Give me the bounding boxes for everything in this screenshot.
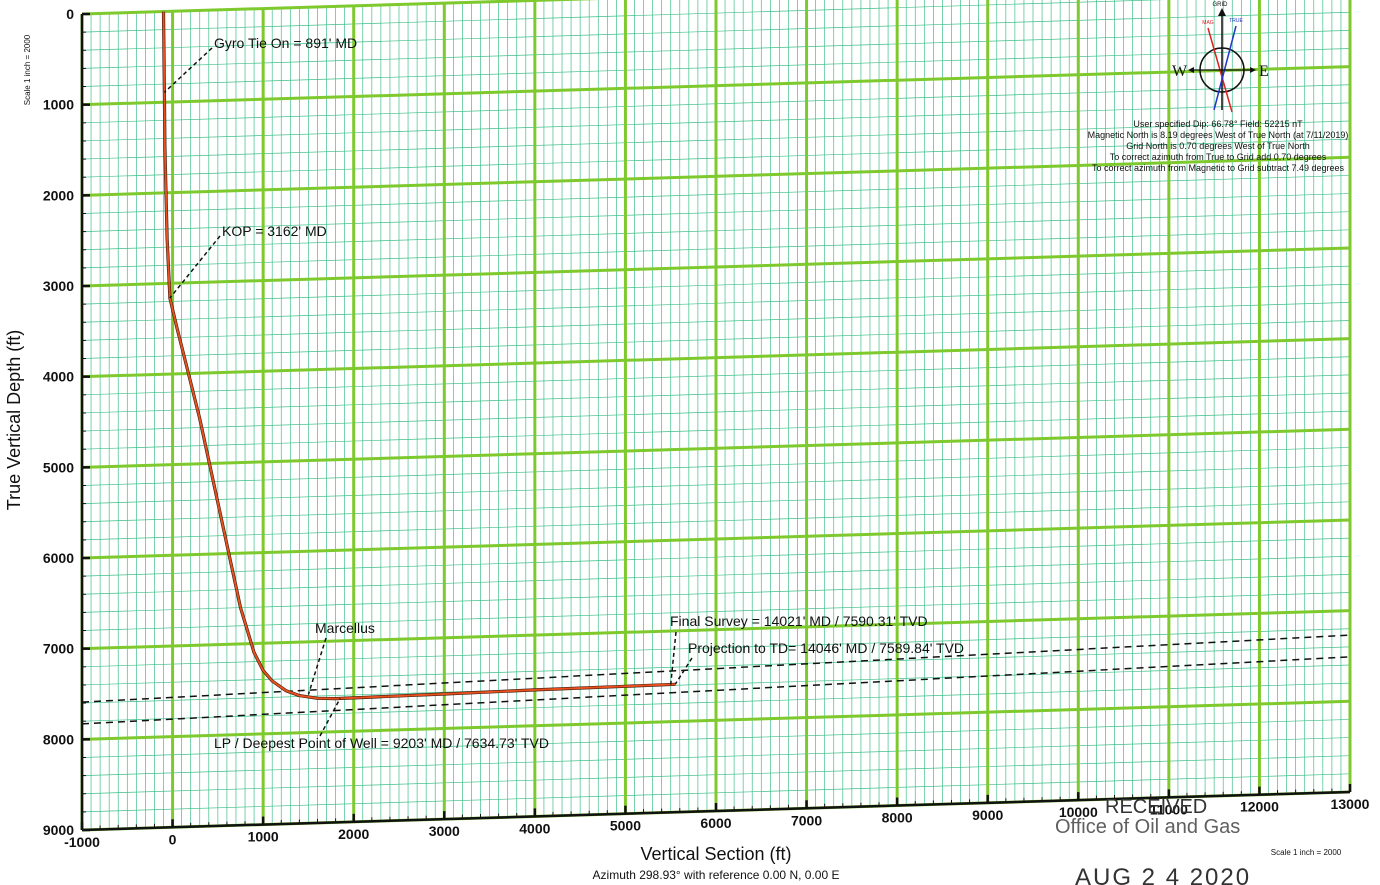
compass-note-4: To correct azimuth from True to Grid add… (1110, 152, 1327, 162)
formation-boundary-line (81, 634, 1351, 703)
stamp-received: RECEIVED (1105, 796, 1207, 818)
major-gridline-y (81, 609, 1351, 651)
x-tick-labels: -1000 0 1000 2000 3000 4000 5000 6000 7000 8000 90… (64, 796, 1370, 850)
y-axis-title: True Vertical Depth (ft) (4, 330, 24, 510)
x-tick-label: 7000 (791, 812, 822, 828)
annotation-landing-point: LP / Deepest Point of Well = 9203' MD / … (214, 735, 549, 751)
annotation-projection-td: Projection to TD= 14046' MD / 7589.84' T… (688, 640, 964, 656)
north-compass: GRID MAG TRUE W E User specified Dip: 66… (1088, 2, 1349, 173)
annotation-marcellus: Marcellus (315, 620, 375, 636)
compass-note-1: User specified Dip: 66.78° Field: 52215 … (1133, 119, 1303, 129)
stamp-office: Office of Oil and Gas (1055, 816, 1240, 838)
annotation-leader-line (169, 235, 221, 299)
chart-subtitle: Azimuth 298.93° with reference 0.00 N, 0… (593, 868, 840, 882)
true-north-needle (1213, 25, 1237, 111)
annotation-leader-line (307, 637, 327, 695)
x-tick-label: 0 (169, 831, 177, 847)
x-tick-label: 12000 (1240, 799, 1279, 815)
y-tick-label: 4000 (43, 369, 74, 385)
y-tick-label: 6000 (43, 550, 74, 566)
x-tick-label: 8000 (882, 810, 913, 826)
annotation-final-survey: Final Survey = 14021' MD / 7590.31' TVD (670, 613, 928, 629)
well-path-line (162, 11, 676, 700)
x-tick-label: 5000 (610, 818, 641, 834)
grid-north-arrow-icon (1218, 8, 1226, 16)
y-tick-label: 7000 (43, 641, 74, 657)
west-arrow-icon (1188, 67, 1194, 73)
formation-lines (81, 634, 1351, 725)
x-tick-label: 4000 (519, 820, 550, 836)
major-gridline-y (81, 518, 1351, 560)
formation-boundary-line (81, 656, 1351, 725)
x-tick-label: 6000 (700, 815, 731, 831)
compass-east: E (1259, 63, 1269, 80)
compass-grid-label: GRID (1213, 2, 1229, 8)
y-tick-label: 9000 (43, 822, 74, 838)
y-tick-label: 0 (66, 6, 74, 22)
x-tick-label: 1000 (248, 829, 279, 845)
major-gridline-y (81, 65, 1351, 107)
annotation-gyro-tie-on: Gyro Tie On = 891' MD (214, 35, 357, 51)
x-tick-label: 13000 (1331, 796, 1370, 812)
major-gridline-y (81, 427, 1351, 469)
x-tick-label: 2000 (338, 826, 369, 842)
scale-bottom-label: Scale 1 inch = 2000 (1271, 848, 1342, 857)
annotation-leader-line (163, 47, 213, 93)
axes (80, 12, 1352, 832)
y-tick-labels: 0 1000 2000 3000 4000 5000 6000 7000 8000 9000 (43, 6, 74, 838)
y-tick-label: 3000 (43, 278, 74, 294)
x-tick-label: -1000 (64, 834, 100, 850)
x-axis-title: Vertical Section (ft) (640, 844, 791, 864)
x-tick-label: 10000 (1059, 804, 1098, 820)
scale-left-label: Scale 1 inch = 2000 (23, 34, 32, 105)
annotation-leader-line (669, 631, 677, 685)
y-tick-label: 1000 (43, 97, 74, 113)
annotation-leader-line (319, 698, 341, 737)
compass-note-3: Grid North is 0.70 degrees West of True … (1126, 141, 1309, 151)
major-gridline-y (81, 337, 1351, 379)
major-gridline-y (81, 155, 1351, 197)
annotation-kop: KOP = 3162' MD (222, 223, 327, 239)
compass-note-2: Magnetic North is 8.19 degrees West of T… (1088, 130, 1349, 140)
annotation-leaders (163, 47, 693, 737)
major-gridline-y (81, 0, 599, 16)
major-gridline-y (81, 246, 1351, 288)
compass-west: W (1172, 63, 1188, 80)
y-tick-label: 2000 (43, 187, 74, 203)
x-tick-label: 9000 (972, 807, 1003, 823)
stamp-date: AUG 2 4 2020 (1075, 864, 1251, 885)
y-tick-label: 8000 (43, 731, 74, 747)
compass-true-label: TRUE (1229, 18, 1243, 24)
annotation-leader-line (674, 657, 693, 685)
major-gridline-y (81, 699, 1351, 741)
x-tick-label: 3000 (429, 823, 460, 839)
x-tick-label: 11000 (1150, 801, 1188, 817)
compass-mag-label: MAG (1202, 20, 1214, 26)
east-arrow-icon (1250, 67, 1256, 73)
y-tick-label: 5000 (43, 459, 74, 475)
series-layer (161, 11, 676, 701)
compass-note-5: To correct azimuth from Magnetic to Grid… (1092, 163, 1345, 173)
